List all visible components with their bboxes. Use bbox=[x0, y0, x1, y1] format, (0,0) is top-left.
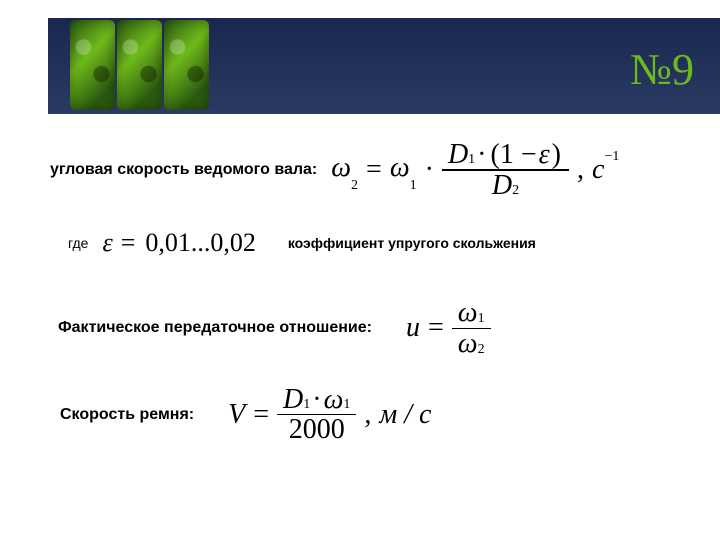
row-belt-speed: Скорость ремня: V = D1 · ω1 2000 , м / с bbox=[60, 385, 690, 445]
formula-v: V = D1 · ω1 2000 , м / с bbox=[228, 385, 431, 445]
leaf-icon bbox=[164, 20, 209, 110]
label-gear-ratio: Фактическое передаточное отношение: bbox=[58, 319, 372, 337]
formula-omega2: ω2 = ω1 · D1 · (1 − ε ) D2 , c−1 bbox=[331, 140, 619, 200]
label-angular-velocity: угловая скорость ведомого вала: bbox=[50, 161, 317, 179]
formula-epsilon: ε = 0,01...0,02 bbox=[102, 228, 257, 258]
leaf-icon bbox=[117, 20, 162, 110]
label-coefficient: коэффициент упругого скольжения bbox=[288, 235, 536, 251]
leaf-icon bbox=[70, 20, 115, 110]
formula-u: u = ω1 ω2 bbox=[406, 298, 491, 358]
label-belt-speed: Скорость ремня: bbox=[60, 406, 194, 424]
label-where: где bbox=[68, 235, 88, 251]
logo bbox=[70, 20, 209, 110]
slide-number: №9 bbox=[630, 44, 694, 95]
row-epsilon: где ε = 0,01...0,02 коэффициент упругого… bbox=[68, 228, 690, 258]
content: угловая скорость ведомого вала: ω2 = ω1 … bbox=[50, 140, 690, 473]
row-gear-ratio: Фактическое передаточное отношение: u = … bbox=[58, 298, 690, 358]
row-angular-velocity: угловая скорость ведомого вала: ω2 = ω1 … bbox=[50, 140, 690, 200]
